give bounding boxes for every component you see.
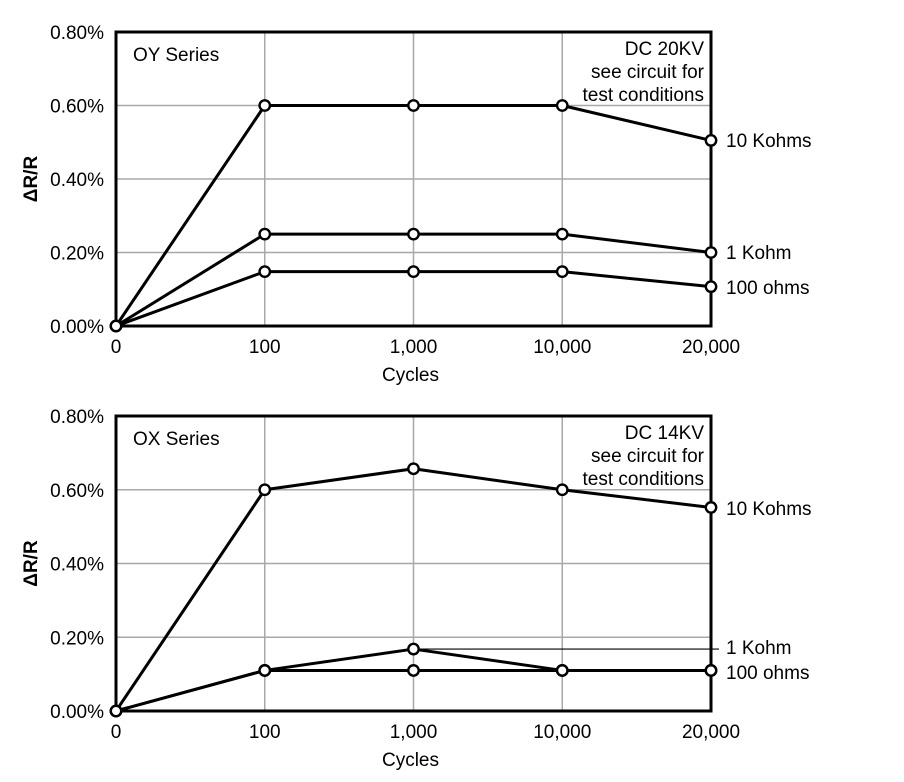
y-tick-label: 0.60%	[50, 97, 104, 118]
series-1: 10 Kohms	[109, 99, 812, 333]
series-label: 1 Kohm	[726, 243, 791, 264]
y-tick-label: 0.00%	[50, 317, 104, 338]
x-tick-label: 1,000	[390, 337, 438, 358]
data-point	[407, 265, 420, 279]
series-label: 10 Kohms	[726, 499, 812, 520]
series-label: 1 Kohm	[726, 638, 791, 659]
plot-frame	[114, 30, 713, 328]
data-point	[407, 99, 420, 112]
x-tick-label: 100	[249, 722, 281, 743]
data-point	[258, 483, 272, 497]
x-axis-label: Cycles	[382, 750, 439, 771]
note-line: see circuit for	[591, 446, 705, 467]
data-point	[258, 265, 272, 279]
note-line: see circuit for	[591, 62, 705, 83]
y-tick-label: 0.60%	[50, 481, 104, 502]
data-point	[407, 227, 420, 241]
data-point	[407, 642, 420, 656]
data-point	[258, 664, 272, 677]
x-tick-label: 100	[249, 337, 281, 358]
y-tick-label: 0.20%	[50, 628, 104, 649]
note-line: test conditions	[583, 469, 704, 490]
x-tick-label: 10,000	[533, 337, 591, 358]
x-tick-label: 10,000	[533, 722, 591, 743]
data-point	[407, 462, 420, 476]
data-point	[109, 704, 123, 718]
series-label: 100 ohms	[726, 663, 809, 684]
y-tick-label: 0.00%	[50, 702, 104, 723]
data-point	[704, 501, 718, 514]
data-point	[555, 265, 569, 279]
data-point	[704, 134, 718, 147]
x-tick-label: 20,000	[682, 722, 740, 743]
data-point	[258, 227, 272, 241]
y-axis-label: ΔR/R	[21, 156, 42, 203]
y-tick-label: 0.80%	[50, 23, 104, 44]
series-label: 10 Kohms	[726, 131, 812, 152]
series-title: OX Series	[133, 429, 220, 450]
x-tick-label: 1,000	[390, 722, 438, 743]
x-tick-label: 20,000	[682, 337, 740, 358]
x-tick-label: 0	[111, 722, 122, 743]
data-point	[109, 319, 123, 333]
note-line: test conditions	[583, 85, 704, 106]
data-point	[704, 664, 718, 677]
y-tick-label: 0.20%	[50, 244, 104, 265]
x-tick-label: 0	[111, 337, 122, 358]
series-title: OY Series	[133, 45, 219, 66]
chart-panel-1: 0.00% 0.20% 0.40% 0.60% 0.80% 0 100 1,000 10,000…	[21, 23, 812, 386]
y-tick-label: 0.80%	[50, 407, 104, 428]
plot-frame	[114, 414, 713, 713]
data-point	[704, 280, 718, 294]
y-axis-label: ΔR/R	[21, 540, 42, 587]
data-point	[704, 246, 718, 259]
data-point	[555, 664, 569, 677]
x-axis-label: Cycles	[382, 365, 439, 386]
series-label: 100 ohms	[726, 278, 809, 299]
data-point	[407, 664, 420, 677]
note-background	[571, 35, 706, 103]
note-line: DC 20KV	[625, 39, 705, 60]
data-point	[555, 99, 569, 112]
series-2: 1 Kohm	[109, 227, 791, 333]
data-point	[555, 483, 569, 497]
chart-panel-2: 0.00% 0.20% 0.40% 0.60% 0.80% 0 100 1,000 10,000…	[21, 407, 812, 771]
y-tick-label: 0.40%	[50, 170, 104, 191]
y-tick-label: 0.40%	[50, 555, 104, 576]
data-point	[555, 227, 569, 241]
series-2: 1 Kohm	[109, 638, 791, 718]
series-3: 100 ohms	[109, 265, 809, 333]
note-line: DC 14KV	[625, 423, 705, 444]
note-background	[571, 419, 706, 487]
series-1: 10 Kohms	[109, 462, 812, 718]
series-3: 100 ohms	[109, 663, 809, 718]
data-point	[258, 99, 272, 112]
